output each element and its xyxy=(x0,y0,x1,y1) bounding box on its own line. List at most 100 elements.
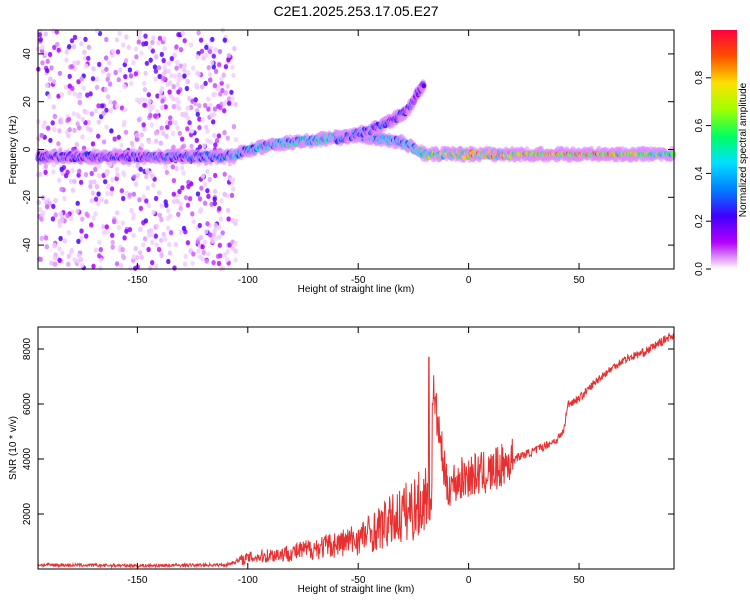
heatmap-noise-cell xyxy=(62,195,67,202)
heatmap-noise-cell xyxy=(121,42,126,48)
heatmap-noise-cell xyxy=(233,137,239,143)
heatmap-noise-cell xyxy=(229,89,234,95)
heatmap-noise-cell xyxy=(203,200,208,206)
heatmap-noise-cell xyxy=(161,57,166,64)
heatmap-noise-cell xyxy=(216,133,222,139)
heatmap-noise-cell xyxy=(131,60,136,66)
heatmap-noise-cell xyxy=(212,188,218,194)
heatmap-noise-cell xyxy=(146,228,152,234)
heatmap-noise-cell xyxy=(153,233,158,239)
heatmap-noise-cell xyxy=(220,230,225,236)
heatmap-noise-cell xyxy=(67,127,72,133)
heatmap-noise-cell xyxy=(121,170,126,176)
heatmap-noise-cell xyxy=(229,177,234,183)
heatmap-noise-cell xyxy=(213,142,218,148)
heatmap-noise-cell xyxy=(57,70,63,76)
heatmap-noise-cell xyxy=(90,141,96,147)
heatmap-noise-cell xyxy=(211,64,216,70)
x-tick-label: -150 xyxy=(127,575,147,586)
heatmap-noise-cell xyxy=(114,166,120,173)
heatmap-noise-cell xyxy=(82,49,87,55)
heatmap-noise-cell xyxy=(205,168,210,175)
heatmap-noise-cell xyxy=(70,168,75,174)
heatmap-noise-cell xyxy=(88,91,93,97)
heatmap-noise-cell xyxy=(211,119,216,125)
heatmap-noise-cell xyxy=(199,185,204,191)
heatmap-noise-cell xyxy=(212,200,217,207)
heatmap-noise-cell xyxy=(108,99,113,105)
heatmap-noise-cell xyxy=(159,217,164,223)
x-tick-label: 0 xyxy=(466,575,472,586)
heatmap-noise-cell xyxy=(161,72,166,78)
heatmap-noise-cell xyxy=(51,203,56,209)
heatmap-noise-cell xyxy=(185,240,191,246)
heatmap-noise-cell xyxy=(71,111,77,117)
heatmap-noise-cell xyxy=(174,65,179,71)
heatmap-noise-cell xyxy=(171,191,176,197)
heatmap-noise-cell xyxy=(222,191,227,197)
heatmap-noise-cell xyxy=(175,59,180,66)
heatmap-noise-cell xyxy=(78,257,84,263)
heatmap-noise-cell xyxy=(60,170,65,176)
heatmap-noise-cell xyxy=(69,38,75,44)
heatmap-noise-cell xyxy=(52,113,58,119)
heatmap-noise-cell xyxy=(181,170,186,176)
heatmap-noise-cell xyxy=(104,66,109,72)
heatmap-noise-cell xyxy=(150,232,155,238)
heatmap-noise-cell xyxy=(115,49,121,55)
heatmap-noise-cell xyxy=(150,239,155,245)
heatmap-noise-cell xyxy=(166,225,171,231)
heatmap-noise-cell xyxy=(171,144,176,150)
heatmap-noise-cell xyxy=(195,239,200,245)
heatmap-noise-cell xyxy=(119,105,125,111)
heatmap-noise-cell xyxy=(71,44,77,50)
heatmap-noise-cell xyxy=(134,181,139,187)
heatmap-noise-cell xyxy=(128,73,134,79)
heatmap-noise-cell xyxy=(111,218,117,225)
heatmap-noise-cell xyxy=(104,169,109,175)
heatmap-noise-cell xyxy=(197,125,202,131)
heatmap-noise-cell xyxy=(141,122,146,128)
heatmap-noise-cell xyxy=(77,93,83,99)
heatmap-noise-cell xyxy=(205,221,210,227)
heatmap-noise-cell xyxy=(200,244,205,250)
heatmap-noise-cell xyxy=(212,196,217,202)
heatmap-noise-cell xyxy=(170,164,175,170)
heatmap-noise-cell xyxy=(174,96,180,103)
heatmap-noise-cell xyxy=(161,130,166,136)
heatmap-noise-cell xyxy=(53,197,58,203)
heatmap-noise-cell xyxy=(202,143,207,149)
heatmap-noise-cell xyxy=(104,229,110,235)
heatmap-noise-cell xyxy=(66,116,72,122)
heatmap-noise-cell xyxy=(233,257,238,263)
heatmap-noise-cell xyxy=(197,103,202,109)
figure-title: C2E1.2025.253.17.05.E27 xyxy=(273,3,438,19)
heatmap-noise-cell xyxy=(76,114,82,120)
heatmap-noise-cell xyxy=(208,77,213,83)
heatmap-noise-cell xyxy=(165,124,170,130)
heatmap-noise-cell xyxy=(75,60,81,66)
colorbar-tick-label: 0.0 xyxy=(694,262,705,276)
heatmap-noise-cell xyxy=(198,207,204,213)
heatmap-noise-cell xyxy=(99,103,105,109)
y-tick-label: 8000 xyxy=(22,337,33,360)
heatmap-noise-cell xyxy=(211,260,216,266)
heatmap-noise-cell xyxy=(183,195,189,201)
heatmap-noise-cell xyxy=(141,194,146,200)
heatmap-noise-cell xyxy=(208,139,213,145)
heatmap-noise-cell xyxy=(176,89,181,95)
snr-frame xyxy=(37,326,675,570)
heatmap-noise-cell xyxy=(175,104,180,110)
heatmap-track-cell xyxy=(421,83,427,89)
heatmap-noise-cell xyxy=(79,235,84,242)
heatmap-noise-cell xyxy=(195,111,200,117)
heatmap-noise-cell xyxy=(42,120,47,126)
heatmap-noise-cell xyxy=(67,89,72,95)
heatmap-noise-cell xyxy=(144,173,149,180)
heatmap-noise-cell xyxy=(136,39,141,45)
heatmap-noise-cell xyxy=(69,249,74,255)
heatmap-noise-cell xyxy=(65,213,70,219)
heatmap-noise-cell xyxy=(202,181,208,188)
heatmap-noise-cell xyxy=(154,138,159,144)
heatmap-noise-cell xyxy=(119,188,125,194)
